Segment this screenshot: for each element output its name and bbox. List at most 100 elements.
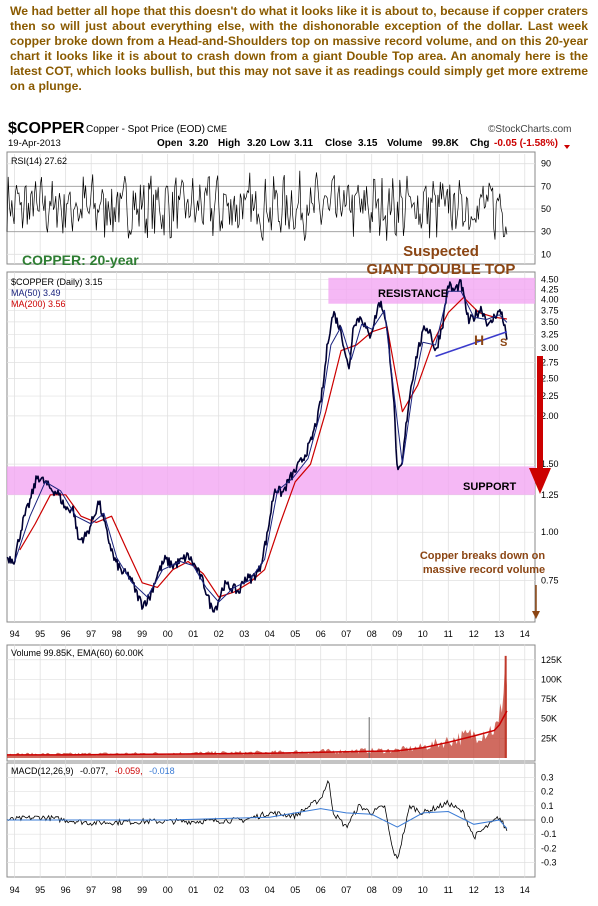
price-y-tick-label: 4.50 (541, 275, 559, 285)
open-label: Open (157, 138, 183, 149)
macd-y-tick-label: 0.0 (541, 815, 554, 825)
volume-y-tick-label: 25K (541, 733, 557, 743)
x-tick-label-macd: 14 (520, 885, 530, 895)
rsi-panel (6, 151, 536, 265)
x-tick-label-price: 09 (392, 629, 402, 639)
rsi-y-tick-label: 70 (541, 181, 551, 191)
macd-y-tick-label: 0.2 (541, 787, 554, 797)
ma50-line (14, 290, 508, 603)
volume-y-tick-label: 50K (541, 714, 557, 724)
volume-y-tick-label: 125K (541, 655, 562, 665)
price-y-tick-label: 2.50 (541, 373, 559, 383)
chart-symbol: $COPPER (8, 120, 85, 137)
x-tick-label-macd: 01 (188, 885, 198, 895)
x-tick-label-price: 94 (10, 629, 20, 639)
price-legend-main: $COPPER (Daily) 3.15 (11, 277, 103, 287)
stockcharts-watermark: ©StockCharts.com (488, 124, 572, 135)
price-y-tick-label: 1.00 (541, 527, 559, 537)
macd-legend: MACD(12,26,9) -0.077, -0.059, -0.018 (11, 766, 175, 776)
x-tick-label-price: 11 (444, 629, 453, 639)
x-tick-label-price: 02 (214, 629, 224, 639)
price-y-tick-label: 2.75 (541, 357, 559, 367)
x-tick-label-macd: 07 (341, 885, 351, 895)
x-tick-label-price: 06 (316, 629, 326, 639)
x-tick-label-price: 96 (61, 629, 71, 639)
head-shoulders-h-label: H (474, 332, 484, 348)
volume-label: Volume (387, 138, 423, 149)
x-tick-label-price: 00 (163, 629, 173, 639)
x-tick-label-macd: 95 (35, 885, 45, 895)
suspected-label: Suspected (403, 243, 479, 260)
chart-exchange: CME (207, 124, 227, 134)
x-tick-label-price: 04 (265, 629, 275, 639)
chg-value: -0.05 (-1.58%) (494, 138, 558, 149)
high-label: High (218, 138, 240, 149)
breakdown-label-line1: Copper breaks down on (420, 550, 546, 562)
x-tick-label-macd: 09 (392, 885, 402, 895)
macd-y-tick-label: -0.3 (541, 858, 557, 868)
low-label: Low (270, 138, 290, 149)
resistance-label: RESISTANCE (378, 288, 448, 300)
price-panel (6, 271, 536, 623)
price-y-tick-label: 2.25 (541, 391, 559, 401)
x-tick-label-macd: 99 (137, 885, 147, 895)
head-shoulders-s-label: S (500, 337, 507, 349)
volume-area (7, 656, 507, 758)
volume-value: 99.8K (432, 138, 459, 149)
macd-y-tick-label: 0.1 (541, 801, 554, 811)
volume-y-tick-label: 100K (541, 674, 562, 684)
x-tick-label-macd: 11 (444, 885, 453, 895)
price-y-tick-label: 3.50 (541, 317, 559, 327)
volume-y-tick-label: 75K (541, 694, 557, 704)
volume-legend: Volume 99.85K, EMA(60) 60.00K (11, 648, 144, 658)
price-y-tick-label: 1.50 (541, 459, 559, 469)
x-tick-label-macd: 13 (494, 885, 504, 895)
ma200-line (19, 296, 507, 598)
close-label: Close (325, 138, 353, 149)
x-tick-label-price: 99 (137, 629, 147, 639)
x-tick-label-price: 01 (188, 629, 198, 639)
giant-double-top-label: GIANT DOUBLE TOP (367, 261, 516, 278)
rsi-y-tick-label: 10 (541, 249, 551, 259)
x-tick-label-macd: 03 (239, 885, 249, 895)
x-tick-label-price: 95 (35, 629, 45, 639)
x-tick-label-macd: 00 (163, 885, 173, 895)
x-tick-label-price: 98 (112, 629, 122, 639)
x-tick-label-macd: 04 (265, 885, 275, 895)
high-value: 3.20 (247, 138, 267, 149)
x-tick-label-price: 13 (494, 629, 504, 639)
x-tick-label-price: 97 (86, 629, 96, 639)
x-tick-label-price: 07 (341, 629, 351, 639)
x-tick-label-macd: 96 (61, 885, 71, 895)
chart-name: Copper - Spot Price (EOD) (86, 124, 205, 135)
x-tick-label-macd: 10 (418, 885, 428, 895)
breakdown-arrow-head-icon (532, 611, 540, 619)
price-y-tick-label: 1.25 (541, 490, 559, 500)
price-y-tick-label: 3.00 (541, 343, 559, 353)
x-tick-label-price: 05 (290, 629, 300, 639)
copper-20yr-label: COPPER: 20-year (22, 252, 139, 268)
price-y-tick-label: 0.75 (541, 576, 559, 586)
low-value: 3.11 (294, 138, 313, 149)
chart-date: 19-Apr-2013 (8, 138, 61, 149)
price-y-tick-label: 3.25 (541, 329, 559, 339)
price-y-tick-label: 2.00 (541, 411, 559, 421)
close-value: 3.15 (358, 138, 378, 149)
rsi-y-tick-label: 50 (541, 204, 551, 214)
price-y-tick-label: 4.25 (541, 284, 559, 294)
open-value: 3.20 (189, 138, 209, 149)
support-band (7, 466, 535, 495)
x-tick-label-price: 08 (367, 629, 377, 639)
rsi-y-tick-label: 90 (541, 159, 551, 169)
crash-arrow-head-icon (529, 468, 551, 494)
x-tick-label-price: 10 (418, 629, 428, 639)
breakdown-label-line2: massive record volume (423, 564, 545, 576)
x-tick-label-macd: 97 (86, 885, 96, 895)
rsi-series-line (6, 170, 508, 241)
volume-ema-line (7, 710, 508, 756)
x-tick-label-price: 14 (520, 629, 530, 639)
rsi-y-tick-label: 30 (541, 227, 551, 237)
price-legend-ma50: MA(50) 3.49 (11, 288, 61, 298)
intro-paragraph: We had better all hope that this doesn't… (10, 4, 588, 93)
x-tick-label-price: 03 (239, 629, 249, 639)
